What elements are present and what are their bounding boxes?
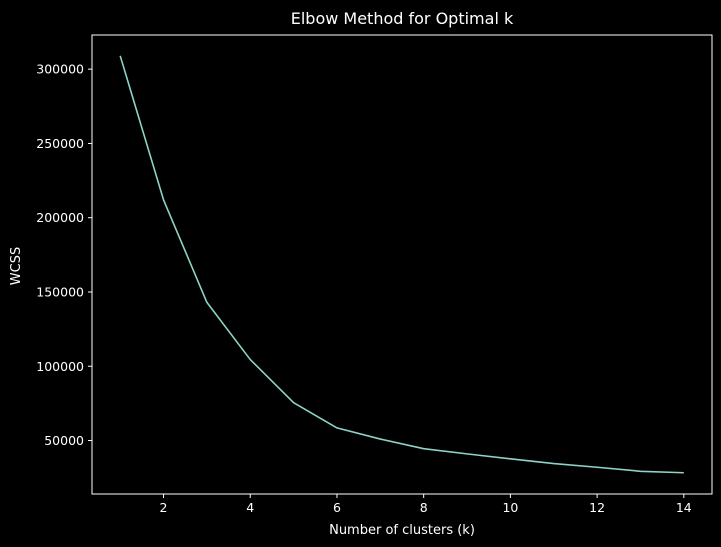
- y-tick-label: 50000: [44, 433, 84, 448]
- x-tick-label: 4: [246, 500, 254, 515]
- y-axis-label: WCSS: [9, 247, 24, 285]
- y-axis-ticks: 50000 100000 150000 200000 250000 300000: [36, 62, 92, 448]
- x-tick-label: 6: [333, 500, 341, 515]
- x-tick-label: 14: [676, 500, 692, 515]
- y-tick-label: 100000: [36, 359, 84, 374]
- series-layer: [119, 55, 684, 474]
- x-tick-label: 10: [502, 500, 518, 515]
- x-tick-label: 2: [160, 500, 168, 515]
- y-tick-label: 150000: [36, 284, 84, 299]
- x-tick-label: 12: [589, 500, 605, 515]
- x-axis-label: Number of clusters (k): [329, 523, 475, 538]
- y-tick-label: 300000: [36, 62, 84, 77]
- y-tick-label: 250000: [36, 136, 84, 151]
- series-line: [119, 55, 684, 474]
- x-axis-ticks: 2 4 6 8 10 12 14: [160, 494, 692, 515]
- plot-area-frame: [91, 34, 713, 495]
- y-tick-label: 200000: [36, 210, 84, 225]
- x-tick-label: 8: [420, 500, 428, 515]
- chart-title: Elbow Method for Optimal k: [291, 9, 514, 28]
